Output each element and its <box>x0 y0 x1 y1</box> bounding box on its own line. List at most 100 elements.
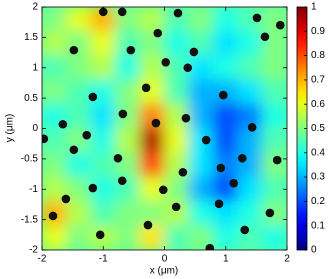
heatmap-cell <box>42 55 67 81</box>
heatmap-cell <box>139 79 165 105</box>
heatmap-cell <box>66 152 92 178</box>
y-tick-label: -1.5 <box>21 214 39 225</box>
heatmap-cell <box>237 128 263 154</box>
heatmap-cell <box>213 30 239 57</box>
heatmap-cell <box>262 55 287 81</box>
colorbar-tick-label: 0.6 <box>311 99 325 110</box>
heatmap-cell <box>262 103 287 129</box>
point <box>252 13 262 23</box>
heatmap-cell <box>66 200 92 227</box>
heatmap-cell <box>90 128 116 154</box>
heatmap-cells <box>42 7 287 250</box>
point <box>153 28 163 38</box>
point <box>260 32 270 42</box>
heatmap-cell <box>213 7 239 32</box>
heatmap-cell <box>188 79 214 105</box>
y-tick-label: 2 <box>32 2 38 13</box>
heatmap-cell <box>213 152 239 178</box>
y-tick-label: 1 <box>32 62 38 73</box>
heatmap-cell <box>237 30 263 57</box>
heatmap-cell <box>115 200 141 227</box>
heatmap-cell <box>66 7 92 32</box>
x-tick-label: 2 <box>284 254 290 265</box>
heatmap-cell <box>115 128 141 154</box>
heatmap-cell <box>139 55 165 81</box>
points <box>42 7 285 250</box>
point <box>247 122 257 132</box>
heatmap-cell <box>139 7 165 32</box>
heatmap-cell <box>164 79 190 105</box>
heatmap-cell <box>66 79 92 105</box>
y-tick-label: -0.5 <box>21 154 39 165</box>
heatmap-cell <box>90 30 116 57</box>
point <box>173 8 183 18</box>
heatmap-cell <box>139 200 165 227</box>
heatmap-cell <box>164 128 190 154</box>
heatmap-cell <box>90 200 116 227</box>
point <box>214 199 224 209</box>
point <box>158 185 168 195</box>
point <box>181 113 191 123</box>
heatmap-cell <box>188 176 214 202</box>
heatmap-cell <box>188 103 214 129</box>
point <box>272 155 282 165</box>
heatmap-cell <box>90 152 116 178</box>
point <box>95 230 105 240</box>
heatmap-cell <box>164 30 190 57</box>
point <box>117 7 127 17</box>
heatmap-cell <box>66 176 92 202</box>
heatmap-cell <box>213 225 239 250</box>
heatmap-cell <box>237 79 263 105</box>
heatmap-cell <box>213 103 239 129</box>
heatmap-cell <box>42 30 67 57</box>
heatmap-cell <box>262 225 287 250</box>
point <box>88 92 98 102</box>
heatmap-cell <box>115 103 141 129</box>
point <box>117 176 127 186</box>
y-tick-label: -1 <box>29 184 38 195</box>
heatmap-cell <box>188 55 214 81</box>
y-tick-label: 0.5 <box>24 93 38 104</box>
point <box>275 20 285 30</box>
heatmap-cell <box>237 55 263 81</box>
heatmap-cell <box>188 200 214 227</box>
colorbar-tick-label: 0.9 <box>311 26 325 37</box>
heatmap-cell <box>262 176 287 202</box>
x-tick-label: 0 <box>162 254 168 265</box>
heatmap-cell <box>164 176 190 202</box>
point <box>42 134 49 144</box>
heatmap-cell <box>262 152 287 178</box>
point <box>219 90 228 100</box>
heatmap-cell <box>42 152 67 178</box>
colorbar-tick-label: 0.2 <box>311 196 325 207</box>
colorbar-tick-label: 0.8 <box>311 50 325 61</box>
point <box>48 211 58 221</box>
point <box>161 57 171 67</box>
y-axis-label: y (μm) <box>5 114 16 143</box>
heatmap <box>42 7 287 250</box>
x-tick-label: 1 <box>223 254 229 265</box>
heatmap-cell <box>90 55 116 81</box>
heatmap-cell <box>66 103 92 129</box>
point <box>126 45 136 55</box>
heatmap-cell <box>115 79 141 105</box>
point <box>82 130 92 140</box>
point <box>58 119 68 129</box>
heatmap-cell <box>237 200 263 227</box>
point <box>229 178 239 188</box>
colorbar-tick-label: 1 <box>311 2 317 13</box>
heatmap-cell <box>42 7 67 32</box>
y-tick-label: 1.5 <box>24 32 38 43</box>
point <box>118 109 128 119</box>
heatmap-cell <box>42 79 67 105</box>
heatmap-cell <box>213 55 239 81</box>
heatmap-cell <box>188 152 214 178</box>
point <box>98 7 108 17</box>
heatmap-cell <box>237 176 263 202</box>
colorbar-tick-label: 0.4 <box>311 147 325 158</box>
point <box>143 220 153 230</box>
point <box>205 243 215 250</box>
heatmap-cell <box>42 225 67 250</box>
point <box>240 225 250 235</box>
heatmap-cell <box>66 225 92 250</box>
